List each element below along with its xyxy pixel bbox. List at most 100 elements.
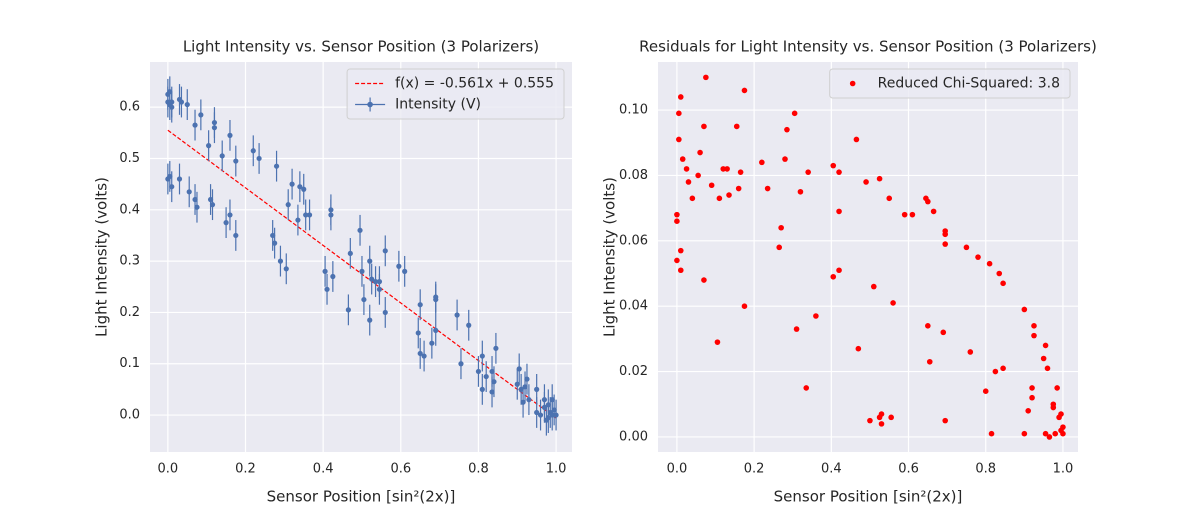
data-point bbox=[233, 232, 239, 239]
data-point bbox=[805, 169, 811, 175]
data-point bbox=[330, 273, 336, 280]
data-point bbox=[186, 189, 192, 195]
data-point bbox=[382, 309, 388, 316]
data-point bbox=[489, 368, 495, 375]
x-tick-label: 1.0 bbox=[1053, 462, 1074, 477]
data-point bbox=[178, 99, 185, 105]
data-point bbox=[223, 220, 229, 226]
legend-swatch bbox=[849, 80, 856, 87]
plot-area bbox=[658, 62, 1078, 452]
data-point bbox=[1021, 306, 1028, 313]
y-axis-label: Light Intensity (volts) bbox=[601, 177, 619, 337]
chart-title: Residuals for Light Intensity vs. Sensor… bbox=[639, 38, 1097, 56]
y-axis-label: Light Intensity (volts) bbox=[93, 177, 111, 337]
data-point bbox=[853, 136, 860, 143]
x-tick-label: 0.8 bbox=[468, 462, 489, 477]
data-point bbox=[1058, 411, 1064, 417]
legend-swatch bbox=[367, 101, 373, 108]
data-point bbox=[297, 184, 303, 190]
data-point bbox=[926, 358, 933, 365]
data-point bbox=[1052, 430, 1059, 437]
legend-label: Intensity (V) bbox=[395, 97, 481, 113]
data-point bbox=[219, 153, 225, 159]
data-point bbox=[273, 163, 280, 169]
data-point bbox=[982, 388, 989, 394]
data-point bbox=[930, 208, 937, 215]
data-point bbox=[1029, 385, 1035, 391]
data-point bbox=[803, 385, 810, 391]
data-point bbox=[209, 202, 216, 208]
data-point bbox=[1000, 280, 1006, 287]
y-tick-label: 0.02 bbox=[619, 364, 648, 379]
data-point bbox=[716, 195, 723, 202]
data-point bbox=[227, 132, 233, 138]
data-point bbox=[522, 384, 528, 390]
data-point bbox=[996, 270, 1003, 277]
data-point bbox=[674, 257, 680, 264]
data-point bbox=[876, 175, 883, 182]
data-point bbox=[429, 340, 435, 346]
data-point bbox=[836, 169, 842, 175]
data-point bbox=[735, 185, 742, 192]
data-point bbox=[250, 148, 256, 154]
data-point bbox=[901, 211, 908, 218]
data-point bbox=[328, 212, 334, 218]
data-point bbox=[382, 248, 388, 254]
data-point bbox=[689, 195, 696, 202]
data-point bbox=[524, 376, 530, 382]
x-tick-label: 0.6 bbox=[898, 462, 919, 477]
data-point bbox=[479, 353, 485, 359]
data-point bbox=[417, 350, 423, 357]
x-tick-label: 0.4 bbox=[821, 462, 842, 477]
data-point bbox=[836, 267, 842, 274]
data-point bbox=[925, 323, 931, 329]
data-point bbox=[697, 149, 703, 156]
data-point bbox=[322, 268, 328, 274]
data-point bbox=[782, 156, 788, 162]
data-point bbox=[466, 322, 472, 328]
data-point bbox=[870, 283, 877, 290]
data-point bbox=[475, 368, 482, 375]
data-point bbox=[357, 227, 363, 233]
data-point bbox=[433, 327, 439, 333]
data-point bbox=[415, 330, 421, 336]
x-tick-label: 0.2 bbox=[744, 462, 765, 477]
data-point bbox=[227, 212, 233, 218]
data-point bbox=[836, 208, 842, 215]
data-point bbox=[256, 155, 262, 162]
data-point bbox=[301, 186, 307, 192]
subplot: 0.0 0.2 0.4 0.6 0.8 1.0 0.00 0.02 0.04 0.06 0.08 0.… bbox=[601, 38, 1097, 506]
y-tick-label: 0.06 bbox=[619, 233, 648, 248]
data-point bbox=[679, 156, 686, 162]
data-point bbox=[1060, 430, 1066, 437]
data-point bbox=[674, 211, 680, 218]
data-point bbox=[493, 345, 499, 351]
data-point bbox=[674, 218, 680, 225]
data-point bbox=[992, 368, 999, 375]
data-point bbox=[1046, 434, 1053, 440]
data-point bbox=[676, 136, 682, 143]
data-point bbox=[741, 303, 748, 309]
data-point bbox=[433, 294, 439, 300]
legend: Reduced Chi-Squared: 3.8 bbox=[829, 68, 1071, 99]
subplot: 0.0 0.2 0.4 0.6 0.8 1.0 0.0 0.1 0.2 0.3 0.4 0.5 0.6 L… bbox=[93, 38, 572, 506]
data-point bbox=[526, 397, 532, 403]
data-point bbox=[479, 386, 485, 392]
data-point bbox=[345, 307, 351, 313]
data-point bbox=[708, 182, 715, 189]
data-point bbox=[303, 212, 309, 218]
x-tick-label: 0.6 bbox=[390, 462, 411, 477]
data-point bbox=[1050, 401, 1057, 408]
data-point bbox=[685, 179, 692, 185]
data-point bbox=[514, 381, 520, 387]
data-point bbox=[741, 87, 748, 94]
data-point bbox=[863, 179, 869, 185]
data-point bbox=[1029, 394, 1035, 401]
data-point bbox=[206, 143, 212, 149]
chart-title: Light Intensity vs. Sensor Position (3 P… bbox=[183, 38, 539, 56]
data-point bbox=[1042, 342, 1049, 349]
data-point bbox=[520, 399, 526, 405]
data-point bbox=[867, 417, 873, 424]
data-point bbox=[211, 119, 218, 126]
x-tick-label: 0.4 bbox=[313, 462, 334, 477]
